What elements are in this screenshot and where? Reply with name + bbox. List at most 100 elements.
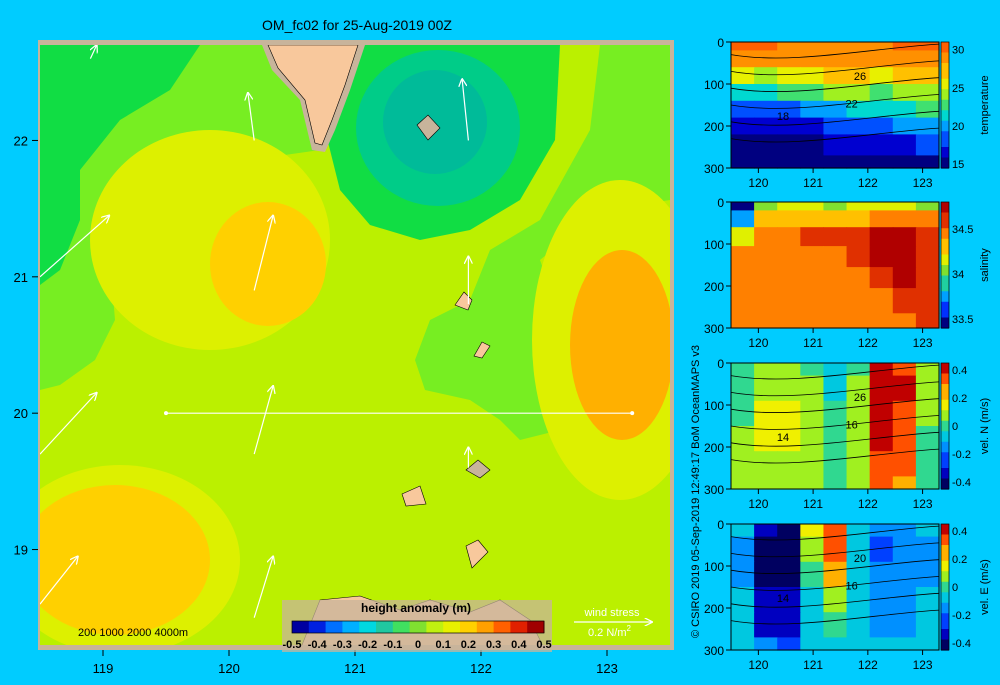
- map-y-tick-label: 22: [14, 133, 28, 148]
- section-colorbar-swatch: [941, 296, 949, 303]
- section-cell: [915, 400, 940, 427]
- velocity-east-section-panel: 20 16 14 0 100 200 300 120 121 122 123 0.4 0.2 0 -0.2 -…: [704, 518, 991, 672]
- section-cell: [915, 587, 940, 613]
- section-cell: [892, 313, 917, 329]
- section-colorbar-swatch: [941, 152, 949, 159]
- colorbar-swatch: [443, 621, 461, 633]
- section-cell: [846, 375, 871, 402]
- section-cell: [800, 227, 825, 247]
- section-cell: [800, 155, 825, 169]
- section-cell: [892, 210, 917, 228]
- section-colorbar-swatch: [941, 202, 949, 208]
- section-cell: [823, 476, 848, 490]
- section-cell: [892, 50, 917, 68]
- section-cell: [846, 267, 871, 289]
- section-colorbar-label: temperature: [979, 75, 991, 134]
- section-y-tick-label: 100: [704, 238, 724, 252]
- section-cell: [869, 375, 894, 402]
- section-cell: [846, 227, 871, 247]
- section-cell: [846, 202, 871, 211]
- section-colorbar-swatch: [941, 373, 949, 380]
- section-cell: [869, 155, 894, 169]
- section-colorbar-swatch: [941, 592, 949, 599]
- section-y-tick-label: 100: [704, 560, 724, 574]
- section-colorbar-swatch: [941, 415, 949, 422]
- section-cell: [777, 536, 801, 563]
- land-taiwan: [267, 45, 359, 146]
- section-colorbar-swatch: [941, 105, 949, 111]
- section-cell: [754, 587, 778, 613]
- section-cell: [915, 637, 940, 651]
- section-cell: [915, 476, 940, 490]
- section-cell: [754, 50, 778, 68]
- section-cell: [869, 202, 894, 211]
- contour-fill-orange-east: [570, 250, 670, 440]
- section-colorbar-swatch: [941, 120, 949, 127]
- section-colorbar-swatch: [941, 322, 949, 329]
- colorbar-swatch: [325, 621, 343, 633]
- section-cell: [846, 100, 871, 119]
- section-colorbar-swatch: [941, 368, 949, 375]
- section-cell: [846, 134, 871, 156]
- section-cell: [846, 67, 871, 85]
- isotherm-contour: [730, 398, 940, 413]
- colorbar-tick-label: -0.2: [358, 639, 377, 651]
- colorbar-swatch: [460, 621, 478, 633]
- section-y-tick-label: 200: [704, 441, 724, 455]
- section-cell: [915, 246, 940, 268]
- wind-stress-scale: 0.2 N/m2: [588, 624, 632, 639]
- section-cell: [846, 451, 871, 477]
- section-colorbar-swatch: [941, 99, 949, 106]
- section-colorbar-swatch: [941, 301, 949, 308]
- section-colorbar-swatch: [941, 275, 949, 282]
- section-colorbar-swatch: [941, 94, 949, 101]
- section-colorbar-swatch: [941, 52, 949, 59]
- section-cell: [892, 587, 917, 613]
- section-colorbar-swatch: [941, 629, 949, 635]
- contour-label: 16: [846, 420, 858, 432]
- section-cell: [800, 637, 825, 651]
- section-colorbar-swatch: [941, 131, 949, 138]
- section-colorbar-swatch: [941, 389, 949, 396]
- colorbar-tick-label: -0.3: [333, 639, 352, 651]
- section-cell: [731, 288, 755, 314]
- section-cell: [892, 536, 917, 563]
- section-cell: [800, 476, 825, 490]
- section-cell: [915, 84, 940, 102]
- section-frame: [730, 41, 940, 169]
- section-cell: [731, 134, 755, 156]
- section-cell: [800, 100, 825, 119]
- section-x-tick-label: 123: [913, 336, 933, 350]
- section-y-tick-label: 0: [717, 518, 724, 532]
- section-colorbar-swatch: [941, 410, 949, 417]
- section-cell: [731, 100, 755, 119]
- section-cell: [777, 246, 801, 268]
- section-cell: [869, 637, 894, 651]
- section-colorbar-swatch: [941, 576, 949, 583]
- section-colorbar-swatch: [941, 162, 949, 169]
- section-cell: [823, 536, 848, 563]
- section-colorbar-swatch: [941, 478, 949, 485]
- wind-stress-vectors: [40, 45, 468, 618]
- section-y-tick-label: 200: [704, 602, 724, 616]
- section-cell: [731, 50, 755, 68]
- section-cell: [915, 313, 940, 329]
- section-cell: [823, 202, 848, 211]
- isotherm-contour: [730, 110, 940, 126]
- section-cell: [800, 612, 825, 638]
- contour-fill-orange-sw: [40, 485, 210, 635]
- section-colorbar-tick-label: 0: [952, 582, 958, 594]
- section-colorbar-swatch: [941, 457, 949, 464]
- colorbar-tick-label: 0.2: [461, 639, 476, 651]
- colorbar-swatch: [493, 621, 511, 633]
- section-cell: [754, 288, 778, 314]
- colorbar-swatch: [392, 621, 411, 633]
- section-x-tick-label: 122: [858, 176, 878, 190]
- section-colorbar-swatch: [941, 436, 949, 443]
- wind-vector-arrow: [40, 215, 109, 278]
- section-cell: [823, 612, 848, 638]
- colorbar-swatch: [409, 621, 427, 633]
- isotherm-contour: [730, 60, 940, 76]
